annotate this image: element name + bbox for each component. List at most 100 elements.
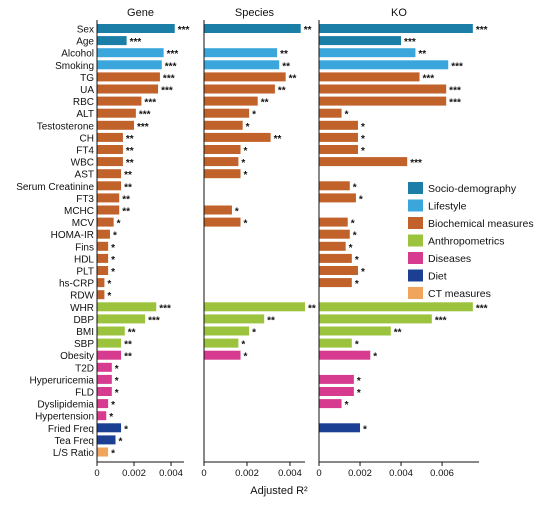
bar-fins [319, 241, 346, 251]
bar-hdl [97, 253, 109, 263]
significance-label: *** [404, 37, 416, 48]
category-label-t2d: T2D [75, 363, 94, 374]
bar-whr [97, 302, 157, 312]
significance-label: ** [128, 328, 136, 339]
bar-whr [204, 302, 305, 312]
legend-label-diseases: Diseases [428, 253, 471, 265]
significance-label: * [115, 376, 119, 387]
x-tick-label: 0.002 [122, 468, 146, 479]
significance-label: ** [282, 61, 290, 72]
bar-mchc [97, 205, 120, 215]
significance-label: * [241, 340, 245, 351]
bar-tg [97, 72, 160, 82]
category-label-fld: FLD [75, 388, 94, 399]
x-tick-label: 0.002 [235, 468, 259, 479]
bar-ch [319, 132, 358, 142]
panel-title: KO [391, 7, 407, 19]
bar-obesity [319, 350, 371, 360]
significance-label: ** [126, 146, 134, 157]
bar-alt [319, 108, 342, 118]
x-tick-label: 0 [201, 468, 206, 479]
significance-label: * [113, 231, 117, 242]
significance-label: * [345, 110, 349, 121]
bar-rbc [204, 96, 258, 106]
x-tick-label: 0.002 [348, 468, 372, 479]
significance-label: * [359, 194, 363, 205]
significance-label: ** [126, 134, 134, 145]
category-label-mcv: MCV [72, 218, 95, 229]
category-label-sex: Sex [77, 25, 94, 36]
x-tick-label: 0.004 [389, 468, 413, 479]
significance-label: *** [163, 73, 175, 84]
significance-label: * [252, 328, 256, 339]
legend: Socio-demography Lifestyle Biochemical mea… [408, 182, 534, 300]
bar-smoking [204, 60, 280, 70]
bar-tea-freq [97, 435, 116, 445]
legend-swatch-anthropometrics [408, 234, 423, 247]
bar-ua [204, 84, 275, 94]
legend-swatch-biochemical-measures [408, 217, 423, 229]
significance-label: ** [124, 182, 132, 193]
bar-sbp [319, 338, 352, 348]
bar-tg [204, 72, 286, 82]
significance-label: *** [410, 158, 422, 169]
bar-dyslipidemia [97, 399, 109, 409]
category-label-hdl: HDL [74, 254, 94, 265]
bar-dbp [319, 314, 432, 324]
legend-swatch-socio-demography [408, 182, 423, 194]
significance-label: * [111, 400, 115, 411]
significance-label: * [117, 219, 121, 230]
bar-hypertension [97, 411, 107, 421]
significance-label: ** [124, 340, 132, 351]
significance-label: *** [435, 315, 447, 326]
bar-rbc [97, 96, 142, 106]
significance-label: * [244, 146, 248, 157]
significance-label: *** [148, 315, 160, 326]
significance-label: * [109, 412, 113, 423]
significance-label: *** [449, 86, 461, 97]
bar-bmi [204, 326, 250, 336]
category-label-smoking: Smoking [55, 61, 94, 72]
legend-swatch-diet [408, 269, 423, 282]
significance-label: *** [178, 25, 190, 36]
significance-label: * [361, 146, 365, 157]
bar-ast [204, 169, 241, 179]
x-tick-label: 0 [316, 468, 321, 479]
bar-hyperuricemia [319, 374, 354, 384]
bar-testosterone [204, 120, 243, 130]
bar-dbp [204, 314, 265, 324]
bar-wbc [204, 157, 239, 167]
bar-ast [97, 169, 122, 179]
bar-ft4 [204, 145, 241, 154]
significance-label: ** [394, 328, 402, 339]
category-label-bmi: BMI [76, 327, 94, 338]
bar-alt [97, 108, 136, 118]
significance-label: ** [278, 86, 286, 97]
significance-label: * [355, 279, 359, 290]
category-label-serum-creatinine: Serum Creatinine [16, 182, 94, 193]
legend-label-anthropometrics: Anthropometrics [428, 236, 504, 248]
category-label-fins: Fins [75, 242, 94, 253]
bar-sbp [204, 338, 239, 348]
category-label-fried-freq: Fried Freq [48, 424, 94, 435]
legend-label-socio-demography: Socio-demography [428, 183, 517, 195]
bar-plt [97, 266, 109, 275]
bar-obesity [97, 350, 122, 360]
category-label-rbc: RBC [73, 97, 94, 108]
significance-label: * [241, 158, 245, 169]
legend-label-lifestyle: Lifestyle [428, 201, 467, 213]
significance-label: * [351, 219, 355, 230]
significance-label: * [355, 340, 359, 351]
significance-label: ** [289, 73, 297, 84]
category-label-ft3: FT3 [76, 194, 94, 205]
significance-label: ** [267, 315, 275, 326]
bar-ft4 [319, 145, 358, 154]
significance-label: * [111, 243, 115, 254]
x-tick-label: 0.004 [159, 468, 183, 479]
category-label-age: Age [76, 37, 94, 48]
significance-label: ** [122, 207, 130, 218]
category-label-tg: TG [80, 73, 94, 84]
category-label-ch: CH [80, 133, 94, 144]
